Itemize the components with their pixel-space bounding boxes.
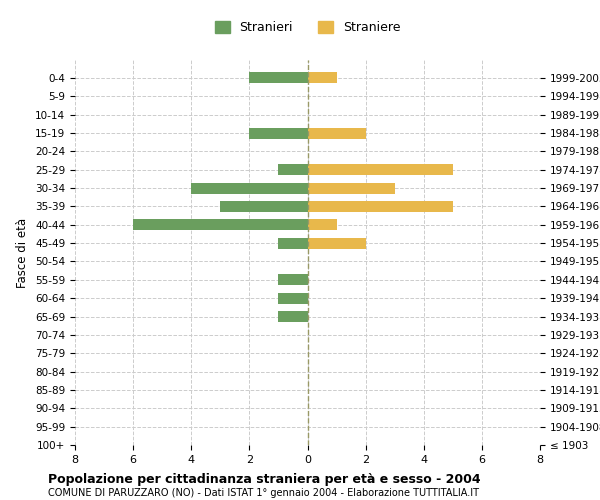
Bar [133, 220, 308, 230]
Bar [191, 182, 308, 194]
Bar [308, 220, 337, 230]
Text: Popolazione per cittadinanza straniera per età e sesso - 2004: Popolazione per cittadinanza straniera p… [48, 472, 481, 486]
Bar [250, 128, 308, 138]
Bar [278, 238, 308, 248]
Bar [308, 164, 453, 175]
Bar [220, 201, 308, 212]
Bar [308, 201, 453, 212]
Bar [278, 311, 308, 322]
Bar [278, 164, 308, 175]
Bar [308, 72, 337, 84]
Bar [278, 274, 308, 285]
Bar [278, 292, 308, 304]
Text: COMUNE DI PARUZZARO (NO) - Dati ISTAT 1° gennaio 2004 - Elaborazione TUTTITALIA.: COMUNE DI PARUZZARO (NO) - Dati ISTAT 1°… [48, 488, 479, 498]
Y-axis label: Fasce di età: Fasce di età [16, 218, 29, 288]
Bar [308, 182, 395, 194]
Bar [308, 238, 365, 248]
Bar [250, 72, 308, 84]
Bar [308, 128, 365, 138]
Legend: Stranieri, Straniere: Stranieri, Straniere [209, 16, 406, 39]
